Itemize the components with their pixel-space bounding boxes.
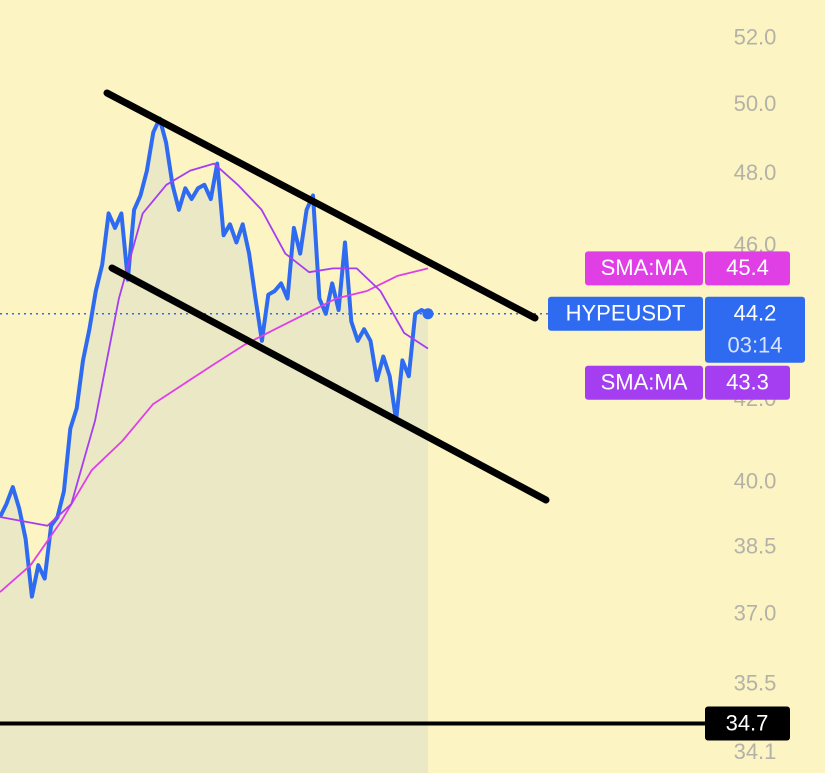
- trend-line-upper: [103, 89, 539, 322]
- legend-value: 44.2: [734, 301, 777, 326]
- countdown: 03:14: [727, 333, 782, 358]
- price-level-box: [705, 706, 790, 741]
- y-tick-label: 50.0: [734, 91, 777, 116]
- legend-value: 45.4: [726, 255, 769, 280]
- legend-name: HYPEUSDT: [566, 301, 686, 326]
- y-tick-label: 48.0: [734, 160, 777, 185]
- legend-value-box: [705, 251, 790, 286]
- legend-name-box: [585, 365, 703, 400]
- legend-name: SMA:MA: [601, 370, 688, 395]
- legend-name: SMA:MA: [601, 255, 688, 280]
- price-line: [0, 116, 430, 599]
- legend-value-box: [705, 296, 805, 363]
- area-fill: [0, 118, 428, 773]
- legend-name-box: [585, 251, 703, 286]
- y-tick-label: 52.0: [734, 24, 777, 49]
- trend-line-lower: [108, 264, 550, 504]
- legend-name-box: [548, 296, 703, 331]
- y-tick-label: 35.5: [734, 671, 777, 696]
- y-tick-label: 34.1: [734, 739, 777, 764]
- legend-value: 43.3: [726, 370, 769, 395]
- sma-line: [0, 162, 429, 527]
- legend-value-box: [705, 365, 790, 400]
- price-level-label: 34.7: [726, 710, 769, 735]
- last-price-dot: [422, 308, 434, 320]
- y-tick-label: 40.0: [734, 469, 777, 494]
- y-tick-label: 38.5: [734, 533, 777, 558]
- y-tick-label: 37.0: [734, 601, 777, 626]
